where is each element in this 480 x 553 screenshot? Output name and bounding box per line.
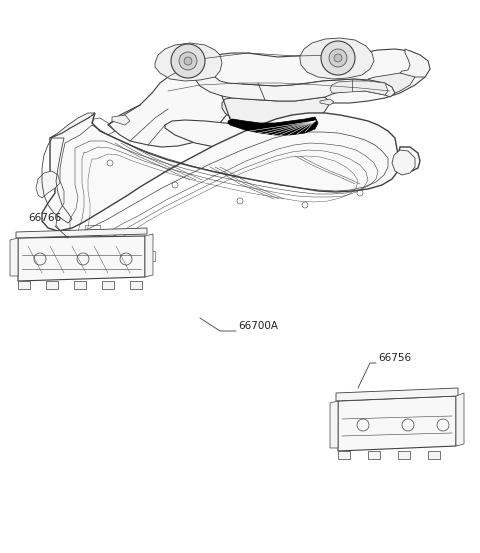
Polygon shape (368, 73, 415, 93)
Polygon shape (50, 113, 95, 138)
Text: 66700A: 66700A (238, 321, 278, 331)
Polygon shape (10, 238, 18, 276)
Polygon shape (336, 388, 458, 401)
Polygon shape (338, 451, 350, 459)
Circle shape (184, 57, 192, 65)
Polygon shape (222, 97, 330, 125)
Polygon shape (155, 43, 222, 81)
Polygon shape (456, 393, 464, 446)
Polygon shape (300, 38, 374, 79)
Polygon shape (108, 49, 430, 147)
Polygon shape (398, 451, 410, 459)
Polygon shape (112, 115, 130, 125)
Polygon shape (36, 171, 60, 198)
Polygon shape (46, 281, 58, 289)
Polygon shape (330, 401, 338, 448)
Polygon shape (145, 234, 153, 277)
Polygon shape (130, 281, 142, 289)
Polygon shape (330, 81, 388, 95)
Polygon shape (368, 451, 380, 459)
Polygon shape (428, 451, 440, 459)
Circle shape (321, 41, 355, 75)
Polygon shape (228, 117, 318, 135)
Polygon shape (320, 99, 334, 105)
Circle shape (179, 52, 197, 70)
Circle shape (334, 54, 342, 62)
Polygon shape (16, 228, 147, 238)
Polygon shape (165, 120, 310, 148)
Polygon shape (18, 236, 145, 281)
Polygon shape (102, 281, 114, 289)
Polygon shape (18, 281, 30, 289)
Text: 66766: 66766 (28, 213, 61, 223)
Polygon shape (400, 49, 430, 77)
Text: 66756: 66756 (378, 353, 411, 363)
Polygon shape (74, 281, 86, 289)
Polygon shape (195, 65, 395, 101)
Polygon shape (392, 150, 415, 175)
Polygon shape (42, 113, 420, 231)
Circle shape (171, 44, 205, 78)
Circle shape (329, 49, 347, 67)
Polygon shape (338, 396, 456, 451)
